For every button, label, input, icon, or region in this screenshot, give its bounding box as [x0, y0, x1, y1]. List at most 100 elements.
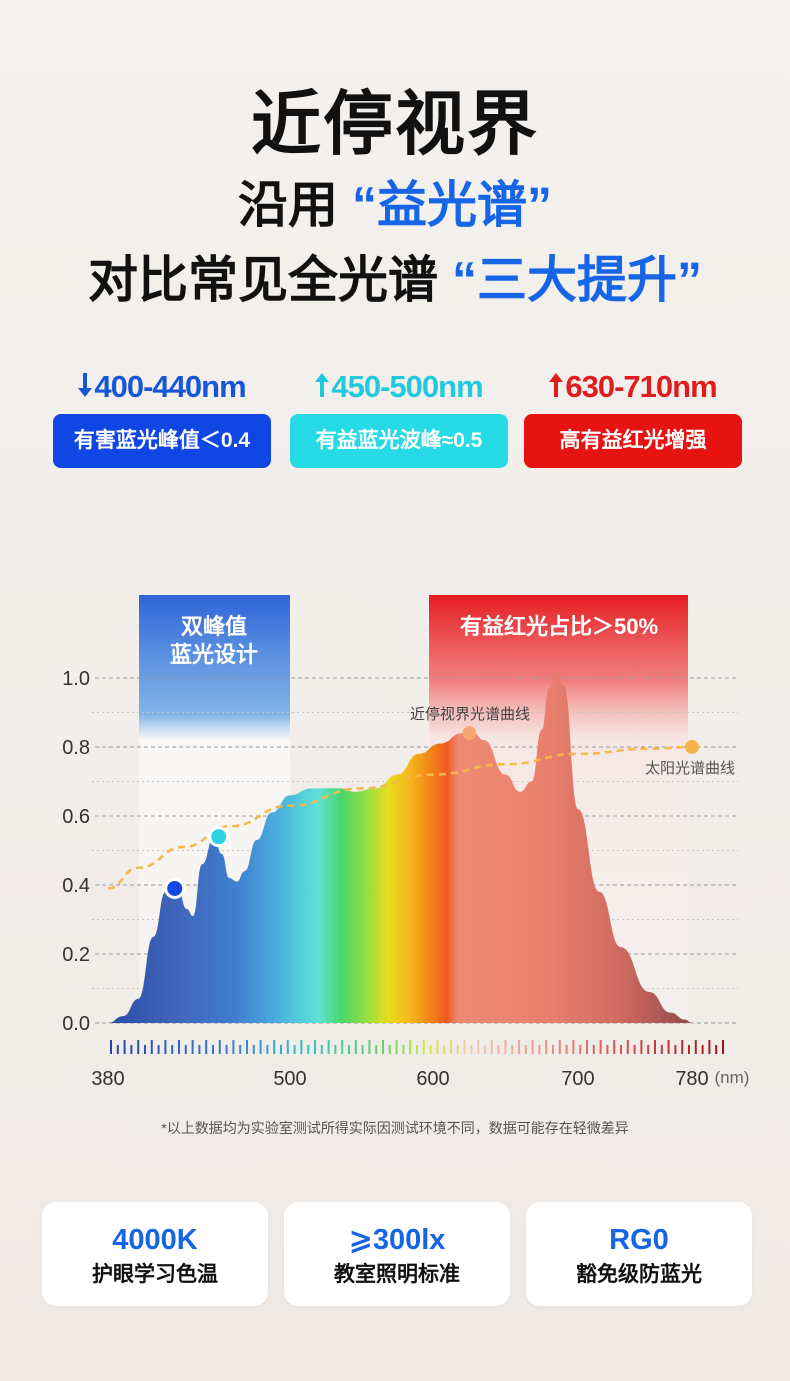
y-tick-label: 0.6: [62, 806, 90, 828]
y-tick-label: 0.4: [62, 875, 90, 897]
wavelength-tick: [293, 1045, 296, 1054]
wavelength-tick: [266, 1045, 269, 1054]
wavelength-tick: [667, 1040, 670, 1054]
wavelength-tick: [694, 1040, 697, 1054]
wavelength-tick: [314, 1040, 316, 1054]
wavelength-tick: [518, 1040, 520, 1054]
page-title: 近停视界: [251, 85, 539, 163]
feature-range: 630-710nm: [524, 368, 742, 406]
spec-card-value: RG0: [609, 1224, 669, 1256]
wavelength-tick: [375, 1045, 378, 1054]
wavelength-tick: [320, 1045, 323, 1054]
wavelength-tick: [402, 1045, 405, 1054]
wavelength-tick: [280, 1045, 282, 1054]
wavelength-tick: [205, 1040, 208, 1054]
data-point-marker: [164, 877, 186, 899]
subtitle-line1-highlight: “益光谱”: [351, 177, 552, 233]
subtitle-line2: 对比常见全光谱 “三大提升”: [0, 240, 790, 312]
feature-tag: 高有益红光增强: [524, 414, 742, 468]
y-tick-label: 0.0: [62, 1013, 90, 1035]
wavelength-tick: [239, 1045, 242, 1054]
wavelength-tick: [456, 1045, 459, 1054]
data-point-marker: [208, 826, 230, 848]
spec-card-label: 教室照明标准: [334, 1263, 460, 1286]
wavelength-tick: [674, 1045, 677, 1054]
wavelength-tick: [463, 1040, 466, 1054]
wavelength-tick: [416, 1045, 418, 1054]
wavelength-tick: [620, 1045, 622, 1054]
wavelength-tick: [110, 1040, 112, 1054]
x-tick-label: 500: [273, 1068, 306, 1090]
subtitle-line1-prefix: 沿用: [238, 177, 339, 233]
wavelength-tick: [524, 1045, 527, 1054]
wavelength-tick: [225, 1045, 228, 1054]
wavelength-tick: [484, 1045, 486, 1054]
feature-tag: 有益蓝光波峰≈0.5: [290, 414, 508, 468]
wavelength-tick: [327, 1040, 330, 1054]
spec-card-label: 豁免级防蓝光: [576, 1263, 702, 1286]
wavelength-tick: [178, 1040, 180, 1054]
wavelength-tick: [354, 1040, 357, 1054]
wavelength-tick: [552, 1045, 554, 1054]
arrow-up-icon: [549, 373, 564, 397]
data-point-marker: [685, 740, 699, 754]
wavelength-tick: [586, 1040, 588, 1054]
feature-tag: 有害蓝光峰值＜0.4: [53, 414, 271, 468]
x-axis-label: (nm): [715, 1068, 750, 1087]
wavelength-tick: [218, 1040, 221, 1054]
spec-card-blue-light: RG0 豁免级防蓝光: [526, 1202, 752, 1306]
feature-range: 400-440nm: [53, 368, 271, 406]
wavelength-tick: [450, 1040, 452, 1054]
y-tick-label: 0.8: [62, 737, 90, 759]
wavelength-tick: [640, 1040, 643, 1054]
wavelength-tick: [348, 1045, 350, 1054]
wavelength-tick: [409, 1040, 412, 1054]
wavelength-tick: [212, 1045, 214, 1054]
wavelength-tick: [470, 1045, 473, 1054]
wavelength-tick: [252, 1045, 255, 1054]
wavelength-tick: [422, 1040, 425, 1054]
wavelength-tick: [504, 1040, 507, 1054]
subtitle-line2-highlight: “三大提升”: [451, 252, 702, 308]
wavelength-tick: [660, 1045, 663, 1054]
wavelength-tick: [198, 1045, 201, 1054]
wavelength-tick: [565, 1045, 568, 1054]
spec-card-value: ⩾300lx: [348, 1224, 446, 1256]
series-line: [107, 745, 693, 890]
feature-range: 450-500nm: [290, 368, 508, 406]
wavelength-tick: [232, 1040, 235, 1054]
wavelength-tick: [286, 1040, 289, 1054]
feature-beneficial-red: 630-710nm 高有益红光增强: [524, 368, 742, 468]
x-tick-label: 780: [675, 1068, 708, 1090]
wavelength-tick: [722, 1040, 724, 1054]
wavelength-tick: [443, 1045, 446, 1054]
blue-band-label-line2: 蓝光设计: [170, 642, 258, 667]
wavelength-tick: [558, 1040, 561, 1054]
spec-card-value: 4000K: [112, 1224, 198, 1256]
wavelength-tick: [116, 1045, 119, 1054]
wavelength-tick: [599, 1040, 602, 1054]
series-label-spectrum: 近停视界光谱曲线: [410, 706, 530, 723]
data-point-marker: [462, 726, 477, 741]
wavelength-tick: [164, 1040, 167, 1054]
wavelength-tick: [429, 1045, 432, 1054]
subtitle-line1: 沿用 “益光谱”: [0, 165, 790, 237]
wavelength-tick: [688, 1045, 690, 1054]
wavelength-tick: [592, 1045, 595, 1054]
series-label-sun: 太阳光谱曲线: [645, 760, 735, 777]
wavelength-tick: [531, 1040, 534, 1054]
x-tick-label: 380: [91, 1068, 124, 1090]
wavelength-tick: [259, 1040, 262, 1054]
spec-card-label: 护眼学习色温: [92, 1263, 218, 1286]
wavelength-tick: [123, 1040, 126, 1054]
wavelength-tick: [191, 1040, 194, 1054]
wavelength-tick: [300, 1040, 303, 1054]
wavelength-tick: [477, 1040, 480, 1054]
wavelength-tick: [382, 1040, 384, 1054]
y-tick-label: 0.2: [62, 944, 90, 966]
wavelength-tick: [137, 1040, 140, 1054]
subtitle-line2-prefix: 对比常见全光谱: [88, 252, 439, 308]
arrow-up-icon: [315, 373, 330, 397]
arrow-down-icon: [78, 373, 93, 397]
wavelength-tick: [307, 1045, 310, 1054]
